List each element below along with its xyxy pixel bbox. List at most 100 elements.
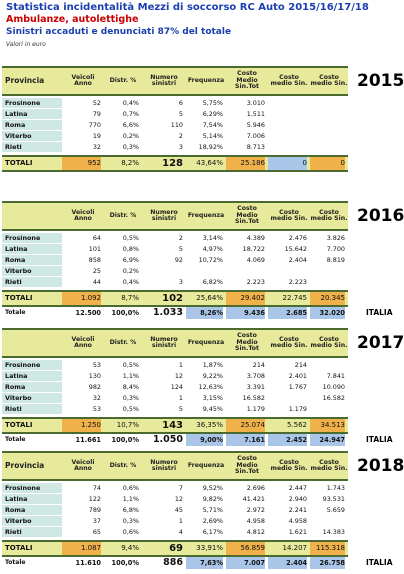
cell-freq: 6,82%	[202, 278, 223, 286]
cell-freq: 10,72%	[198, 256, 223, 264]
cell-c2	[310, 360, 345, 370]
totali-c2: 34.513	[310, 419, 345, 432]
totali-c1: 0	[268, 157, 307, 170]
totale-veicoli: 11.661	[75, 436, 101, 444]
italia-label: ITALIA	[366, 308, 393, 317]
totali-label: TOTALI	[5, 544, 33, 552]
cell-distr: 0,8%	[122, 245, 139, 253]
cell-c2: 16.582	[322, 394, 345, 402]
year-label: 2017	[357, 333, 404, 353]
cell-distr: 0,3%	[122, 143, 139, 151]
cell-distr: 6,9%	[122, 256, 139, 264]
table-header-row: Provincia Veicoli Anno Distr. % Numero sini…	[2, 66, 348, 96]
totali-veicoli: 1.250	[62, 419, 101, 432]
table-row: Viterbo 37 0,3% 1 2,69% 4.958 4.958	[2, 516, 348, 526]
totali-freq: 33,91%	[196, 544, 223, 552]
cell-c1	[268, 109, 307, 119]
totale-row: Totale 11.610 100,0% 886 7,63% 7.007 2.404 26.7…	[2, 557, 348, 569]
cell-costo: 3.708	[246, 372, 265, 380]
year-label: 2016	[357, 206, 404, 226]
province-name: Roma	[2, 120, 62, 130]
cell-distr: 1,1%	[122, 372, 139, 380]
totale-label: Totale	[5, 559, 26, 566]
cell-c2: 10.090	[322, 383, 345, 391]
cell-c1	[268, 131, 307, 141]
cell-c2: 8.819	[326, 256, 345, 264]
cell-num: 1	[178, 361, 183, 369]
totali-costo: 56.859	[226, 542, 265, 555]
cell-c1: 2.223	[288, 278, 307, 286]
cell-freq: 9,52%	[202, 484, 223, 492]
cell-distr: 0,2%	[122, 267, 139, 275]
cell-freq: 6,29%	[202, 110, 223, 118]
province-name: Viterbo	[2, 393, 62, 403]
totali-costo: 25.186	[226, 157, 265, 170]
totali-distr: 8,7%	[121, 294, 139, 302]
cell-c1: 2.401	[288, 372, 307, 380]
cell-num: 3	[178, 278, 183, 286]
totali-num: 69	[169, 543, 183, 554]
cell-num: 12	[174, 495, 183, 503]
cell-c2: 1.743	[326, 484, 345, 492]
cell-num: 110	[170, 121, 183, 129]
cell-distr: 0,6%	[122, 528, 139, 536]
column-header-costo: Costo Medio Sin.Tot	[235, 332, 259, 353]
cell-num: 5	[178, 110, 183, 118]
cell-freq: 7,54%	[202, 121, 223, 129]
totali-row: TOTALI 1.087 9,4% 69 33,91% 56.859 14.207 115.3…	[2, 540, 348, 557]
cell-c1: 1.179	[288, 405, 307, 413]
table-header-row: Veicoli Anno Distr. % Numero sinistri Frequ…	[2, 201, 348, 231]
totali-c1: 14.207	[282, 544, 308, 552]
cell-freq: 6,17%	[202, 528, 223, 536]
cell-c2: 14.383	[322, 528, 345, 536]
cell-veicoli: 44	[92, 278, 101, 286]
column-header-num: Numero sinistri	[150, 458, 178, 472]
province-name: Frosinone	[2, 360, 62, 370]
cell-c2	[310, 266, 345, 276]
totali-veicoli: 1.087	[62, 542, 101, 555]
cell-costo: 4.812	[246, 528, 265, 536]
cell-num: 2	[178, 234, 183, 242]
totali-row: TOTALI 1.250 10,7% 143 36,35% 25.074 5.562 34.5…	[2, 417, 348, 434]
cell-num: 2	[178, 132, 183, 140]
cell-num: 7	[178, 484, 183, 492]
column-header-veicoli: Veicoli Anno	[71, 335, 95, 349]
italia-label: ITALIA	[366, 435, 393, 444]
cell-veicoli: 858	[88, 256, 101, 264]
cell-costo: 5.946	[246, 121, 265, 129]
totali-label: TOTALI	[5, 294, 33, 302]
cell-veicoli: 65	[92, 528, 101, 536]
table-row: Viterbo 19 0,2% 2 5,14% 7.006	[2, 131, 348, 141]
cell-freq: 3,15%	[202, 394, 223, 402]
table-row: Rieti 32 0,3% 3 18,92% 8.713	[2, 142, 348, 152]
cell-c2	[310, 131, 345, 141]
cell-c2	[310, 120, 345, 130]
totale-c1: 2.404	[268, 557, 307, 569]
cell-distr: 0,5%	[122, 361, 139, 369]
totali-c2: 20.345	[310, 292, 345, 305]
column-header-prov	[2, 203, 65, 229]
cell-freq: 1,87%	[202, 361, 223, 369]
totali-num: 128	[162, 158, 183, 169]
table-row: Viterbo 32 0,3% 1 3,15% 16.582 16.582	[2, 393, 348, 403]
column-header-costo: Costo Medio Sin.Tot	[235, 70, 259, 91]
cell-veicoli: 19	[92, 132, 101, 140]
table-row: Frosinone 74 0,6% 7 9,52% 2.696 2.447 1.743	[2, 483, 348, 493]
cell-veicoli: 770	[88, 121, 101, 129]
totale-label: Totale	[5, 309, 26, 316]
cell-c2: 3.826	[326, 234, 345, 242]
totale-freq: 9,00%	[186, 434, 223, 446]
cell-c2: 93.531	[322, 495, 345, 503]
cell-num: 4	[178, 528, 183, 536]
cell-costo: 4.069	[246, 256, 265, 264]
totali-num: 102	[162, 293, 183, 304]
column-header-freq: Frequenza	[187, 211, 225, 219]
report-subtitle: Ambulanze, autolettighe	[6, 14, 139, 25]
column-header-num: Numero sinistri	[150, 208, 178, 222]
totali-freq: 25,64%	[196, 294, 223, 302]
totale-num: 886	[163, 557, 183, 568]
year-label: 2018	[357, 456, 404, 476]
column-header-c2: Costo medio Sin.	[310, 335, 348, 349]
cell-c2	[310, 404, 345, 414]
